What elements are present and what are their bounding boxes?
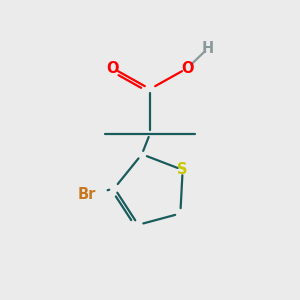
Text: Br: Br: [78, 187, 96, 202]
Text: O: O: [106, 61, 119, 76]
Text: H: H: [202, 41, 214, 56]
Text: O: O: [181, 61, 194, 76]
Text: S: S: [177, 162, 188, 177]
